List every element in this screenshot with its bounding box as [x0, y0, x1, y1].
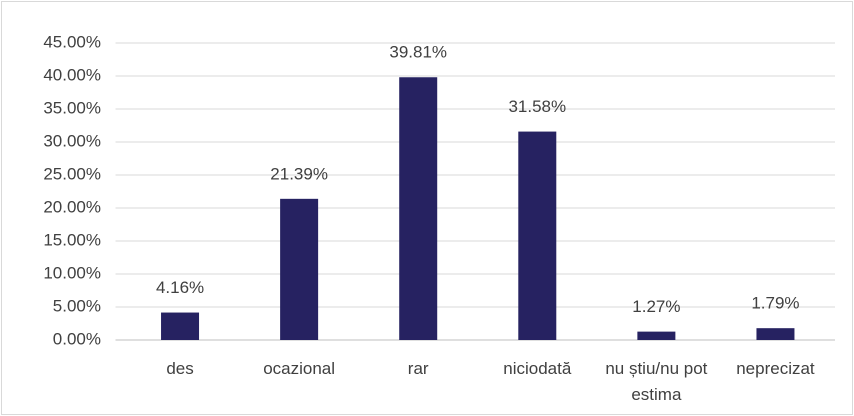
bar [399, 77, 438, 340]
y-tick-label: 30.00% [43, 131, 101, 150]
bar [637, 331, 676, 340]
y-tick-label: 20.00% [43, 197, 101, 216]
y-tick-label: 35.00% [43, 98, 101, 117]
x-tick-label: des [166, 359, 194, 378]
bar [518, 131, 557, 340]
y-tick-label: 40.00% [43, 65, 101, 84]
y-tick-label: 10.00% [43, 263, 101, 282]
bar [280, 198, 319, 340]
data-label: 39.81% [389, 43, 447, 62]
y-tick-label: 25.00% [43, 164, 101, 183]
x-tick-label: nu știu/nu pot estima [605, 359, 708, 404]
x-tick-label: rar [407, 359, 429, 378]
data-label: 1.79% [751, 294, 799, 313]
bar [161, 312, 200, 340]
x-tick-label: niciodată [503, 359, 572, 378]
data-label: 21.39% [270, 164, 328, 183]
y-tick-label: 0.00% [53, 329, 101, 348]
data-label: 31.58% [508, 97, 566, 116]
bar [756, 328, 795, 340]
x-tick-label: ocazional [263, 359, 336, 378]
y-tick-label: 15.00% [43, 230, 101, 249]
y-tick-label: 5.00% [53, 296, 101, 315]
x-tick-label: neprecizat [736, 359, 815, 378]
y-tick-label: 45.00% [43, 32, 101, 51]
data-label: 4.16% [156, 278, 204, 297]
data-label: 1.27% [632, 297, 680, 316]
